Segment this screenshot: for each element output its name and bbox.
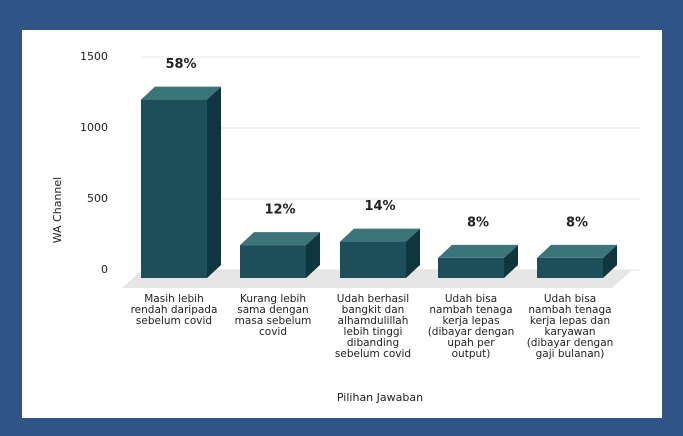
x-tick-label: Udah bisa nambah tenaga kerja lepas (dib… (427, 293, 515, 360)
y-axis-label: WA Channel (51, 177, 64, 243)
x-tick-label: Masih lebih rendah daripada sebelum covi… (130, 293, 218, 327)
y-tick-label: 1500 (80, 50, 108, 63)
data-label: 14% (364, 199, 395, 214)
bar (141, 86, 221, 278)
data-label: 58% (165, 57, 196, 72)
x-tick-label: Udah bisa nambah tenaga kerja lepas dan … (526, 293, 614, 360)
bar (340, 228, 420, 278)
bar (537, 244, 617, 278)
panel (22, 30, 662, 418)
bar (438, 244, 518, 278)
x-tick-label: Kurang lebih sama dengan masa sebelum co… (234, 293, 312, 338)
y-tick-label: 500 (87, 192, 108, 205)
data-label: 12% (264, 203, 295, 218)
x-axis-label: Pilihan Jawaban (337, 391, 423, 404)
bar (240, 232, 320, 278)
data-label: 8% (566, 215, 588, 230)
y-tick-label: 1000 (80, 121, 108, 134)
x-tick-label: Udah berhasil bangkit dan alhamdulillah … (334, 293, 412, 360)
data-label: 8% (467, 215, 489, 230)
y-tick-label: 0 (101, 263, 108, 276)
